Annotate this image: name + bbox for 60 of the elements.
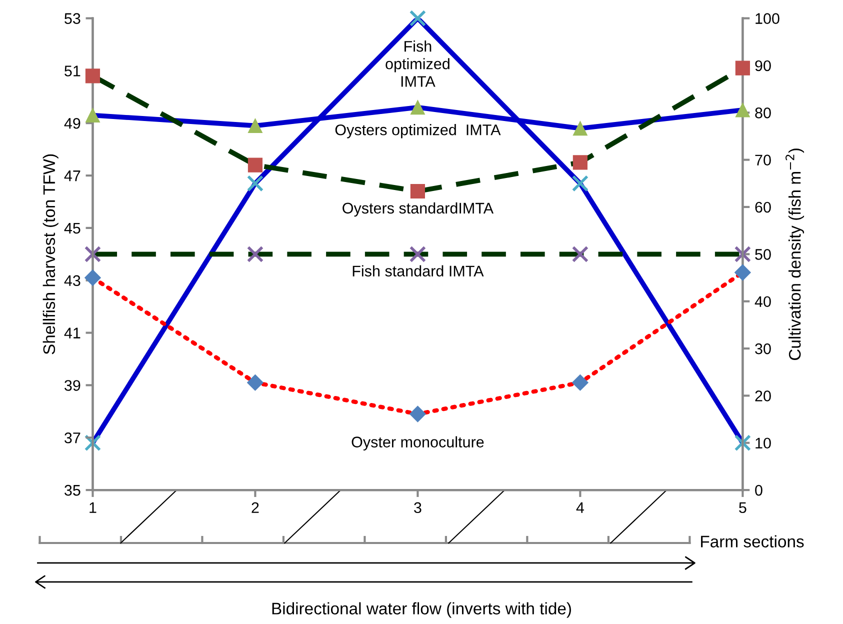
y2-tick-label: 60 bbox=[755, 202, 771, 213]
y-tick-label: 49 bbox=[64, 118, 80, 129]
y-tick-label: 51 bbox=[64, 66, 80, 76]
y2-tick-label: 20 bbox=[755, 390, 771, 402]
point bbox=[572, 121, 588, 136]
x-tick-label: 4 bbox=[576, 502, 584, 513]
point bbox=[84, 270, 101, 286]
text: Farm sections bbox=[701, 535, 804, 548]
point bbox=[572, 175, 589, 192]
point bbox=[85, 68, 100, 84]
x-tick-label: 1 bbox=[90, 502, 96, 513]
series-label: Oyster monoculture bbox=[352, 436, 484, 450]
y2-tick-label: 80 bbox=[755, 108, 771, 118]
point bbox=[734, 434, 752, 452]
x-tick-label: 2 bbox=[252, 502, 259, 513]
point bbox=[247, 374, 264, 391]
y2-tick-label: 10 bbox=[756, 438, 771, 449]
y2-tick-label: 90 bbox=[755, 60, 771, 72]
point bbox=[248, 158, 263, 172]
y2-tick-label: 100 bbox=[756, 13, 780, 24]
y-tick-label: 53 bbox=[64, 13, 80, 24]
point bbox=[734, 264, 751, 281]
y2-tick-label: 0 bbox=[755, 484, 762, 496]
y-axis-title: Shellfish harvest (ton TFW) bbox=[42, 154, 58, 354]
y2-tick-label: 70 bbox=[755, 154, 771, 166]
point bbox=[248, 118, 263, 134]
y2-axis-title: Cultivation density (fish m$^{−2}$) bbox=[786, 148, 804, 360]
series-label: Oysters optimized IMTA bbox=[335, 124, 501, 138]
x-tick-label: 3 bbox=[414, 502, 422, 514]
y-tick-label: 41 bbox=[64, 328, 80, 338]
y-tick-label: 39 bbox=[64, 380, 80, 391]
x-tick-label: 5 bbox=[739, 502, 746, 514]
series-label: Fish standard IMTA bbox=[352, 265, 484, 276]
series-label: Fish optimized IMTA bbox=[386, 40, 450, 87]
point bbox=[410, 406, 426, 422]
y2-tick-label: 30 bbox=[755, 343, 771, 354]
y-tick-label: 45 bbox=[64, 222, 80, 234]
point bbox=[246, 175, 264, 192]
point bbox=[735, 60, 750, 76]
y2-tick-label: 50 bbox=[755, 249, 771, 260]
point bbox=[246, 246, 264, 262]
series-label: Oysters standardIMTA bbox=[342, 202, 494, 217]
y-tick-label: 37 bbox=[64, 432, 80, 444]
y-tick-label: 35 bbox=[64, 484, 80, 496]
y-tick-label: 43 bbox=[64, 275, 80, 286]
point bbox=[735, 102, 750, 118]
y2-tick-label: 40 bbox=[754, 296, 771, 308]
point bbox=[409, 10, 426, 27]
y-tick-label: 47 bbox=[64, 170, 80, 182]
point bbox=[84, 246, 102, 262]
point bbox=[572, 155, 588, 170]
point bbox=[85, 108, 100, 123]
text: Bidirectional water flow (inverts with tide) bbox=[272, 602, 571, 618]
point bbox=[409, 246, 426, 262]
point bbox=[410, 184, 425, 199]
point bbox=[84, 434, 102, 452]
point bbox=[572, 246, 589, 262]
point bbox=[572, 374, 588, 391]
point bbox=[734, 246, 752, 262]
point bbox=[410, 100, 425, 115]
